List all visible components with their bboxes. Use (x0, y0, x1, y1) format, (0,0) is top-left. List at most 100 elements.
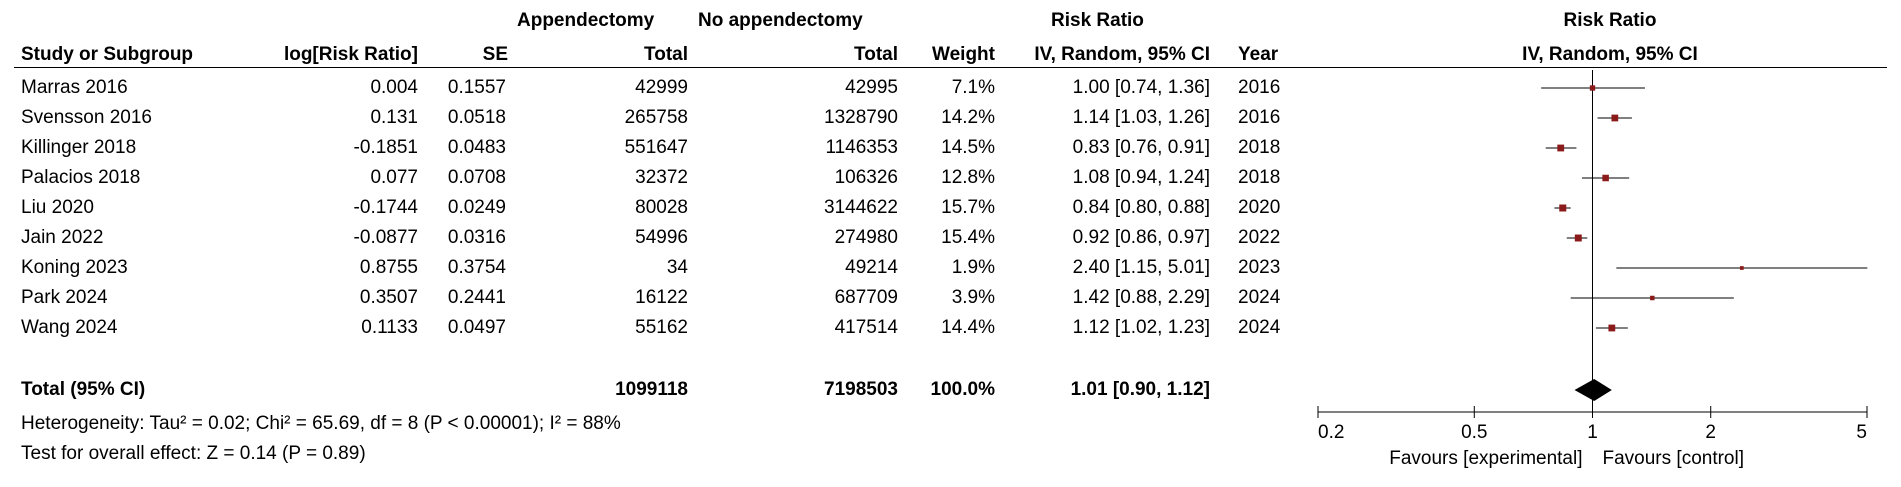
effect-marker (1608, 324, 1616, 332)
study-name: Liu 2020 (21, 197, 94, 218)
summary-diamond (1574, 379, 1612, 401)
study-name: Svensson 2016 (21, 107, 152, 128)
se: 0.0316 (447, 227, 506, 248)
log-rr: 0.131 (370, 107, 418, 128)
risk-ratio-ci: 1.00 [0.74, 1.36] (1072, 77, 1210, 98)
total-appendectomy: 42999 (635, 77, 688, 98)
total-no-appendectomy: 1146353 (825, 137, 898, 158)
log-rr: -0.0877 (353, 227, 418, 248)
effect-marker (1602, 174, 1609, 182)
total-no-appendectomy: 106326 (834, 167, 898, 188)
log-rr: 0.004 (370, 77, 418, 98)
effect-marker (1589, 85, 1596, 91)
effect-marker (1559, 204, 1567, 212)
col-header-study: Study or Subgroup (21, 44, 194, 65)
total-appendectomy: 32372 (635, 167, 688, 188)
se: 0.1557 (447, 77, 506, 98)
study-name: Wang 2024 (21, 317, 118, 338)
total-appendectomy: 34 (666, 257, 688, 278)
col-header-total-no-appendectomy: Total (854, 44, 898, 65)
total-appendectomy: 265758 (624, 107, 688, 128)
log-rr: -0.1744 (353, 197, 418, 218)
effect-marker (1574, 234, 1582, 242)
total-no-appendectomy: 687709 (834, 287, 898, 308)
total-appendectomy: 55162 (635, 317, 688, 338)
total-appendectomy: 54996 (635, 227, 688, 248)
study-name: Park 2024 (21, 287, 108, 308)
risk-ratio-ci: 1.12 [1.02, 1.23] (1072, 317, 1210, 338)
year: 2024 (1238, 317, 1281, 338)
risk-ratio-ci: 0.92 [0.86, 0.97] (1072, 227, 1210, 248)
total-risk-ratio-ci: 1.01 [0.90, 1.12] (1070, 379, 1210, 400)
se: 0.3754 (447, 257, 506, 278)
se: 0.0708 (447, 167, 506, 188)
study-name: Jain 2022 (21, 227, 104, 248)
weight: 15.7% (941, 197, 995, 218)
overall-effect-text: Test for overall effect: Z = 0.14 (P = 0… (21, 443, 366, 464)
weight: 14.2% (941, 107, 995, 128)
log-rr: 0.8755 (359, 257, 418, 278)
total-no-appendectomy: 1328790 (824, 107, 898, 128)
total-label: Total (95% CI) (21, 379, 146, 400)
year: 2023 (1238, 257, 1281, 278)
col-header-ci: IV, Random, 95% CI (1034, 44, 1210, 65)
group-header-appendectomy: Appendectomy (517, 10, 655, 31)
se: 0.0249 (447, 197, 506, 218)
x-tick-label: 2 (1705, 422, 1716, 443)
x-tick-label: 0.2 (1318, 422, 1344, 443)
total-no-appendectomy: 3144622 (824, 197, 898, 218)
weight: 15.4% (941, 227, 995, 248)
plot-title: Risk Ratio (1563, 10, 1657, 31)
total-appendectomy-sum: 1099118 (615, 379, 688, 400)
heterogeneity-text: Heterogeneity: Tau² = 0.02; Chi² = 65.69… (21, 413, 621, 434)
log-rr: 0.1133 (361, 317, 418, 338)
total-appendectomy: 16122 (635, 287, 688, 308)
year: 2018 (1238, 167, 1281, 188)
year: 2024 (1238, 287, 1281, 308)
study-name: Koning 2023 (21, 257, 128, 278)
total-appendectomy: 551647 (624, 137, 688, 158)
year: 2018 (1238, 137, 1281, 158)
effect-marker (1611, 114, 1619, 122)
total-no-appendectomy: 417514 (834, 317, 898, 338)
col-header-se: SE (482, 44, 508, 65)
total-appendectomy: 80028 (635, 197, 688, 218)
weight: 7.1% (951, 77, 995, 98)
study-name: Palacios 2018 (21, 167, 141, 188)
group-header-risk-ratio: Risk Ratio (1051, 10, 1144, 31)
log-rr: -0.1851 (353, 137, 418, 158)
log-rr: 0.077 (370, 167, 418, 188)
favours-experimental-label: Favours [experimental] (1389, 448, 1582, 469)
plot-method: IV, Random, 95% CI (1522, 44, 1698, 65)
risk-ratio-ci: 1.08 [0.94, 1.24] (1072, 167, 1210, 188)
weight: 1.9% (951, 257, 995, 278)
se: 0.0483 (447, 137, 506, 158)
total-no-appendectomy: 274980 (834, 227, 898, 248)
risk-ratio-ci: 0.83 [0.76, 0.91] (1072, 137, 1210, 158)
year: 2016 (1238, 107, 1281, 128)
weight: 12.8% (941, 167, 995, 188)
x-tick-label: 1 (1587, 422, 1598, 443)
effect-marker (1650, 295, 1655, 301)
study-name: Marras 2016 (21, 77, 128, 98)
se: 0.0518 (447, 107, 506, 128)
total-weight: 100.0% (930, 379, 995, 400)
log-rr: 0.3507 (359, 287, 418, 308)
group-header-no-appendectomy: No appendectomy (698, 10, 863, 31)
weight: 14.5% (941, 137, 995, 158)
study-name: Killinger 2018 (21, 137, 137, 158)
weight: 3.9% (951, 287, 995, 308)
se: 0.0497 (447, 317, 506, 338)
risk-ratio-ci: 1.14 [1.03, 1.26] (1072, 107, 1210, 128)
col-header-total-appendectomy: Total (644, 44, 688, 65)
risk-ratio-ci: 0.84 [0.80, 0.88] (1072, 197, 1210, 218)
risk-ratio-ci: 1.42 [0.88, 2.29] (1072, 287, 1210, 308)
col-header-weight: Weight (932, 44, 995, 65)
col-header-log-rr: log[Risk Ratio] (283, 44, 418, 65)
effect-marker (1557, 144, 1565, 152)
x-tick-label: 0.5 (1461, 422, 1487, 443)
x-tick-label: 5 (1856, 422, 1867, 443)
total-no-appendectomy: 42995 (845, 77, 898, 98)
year: 2020 (1238, 197, 1281, 218)
